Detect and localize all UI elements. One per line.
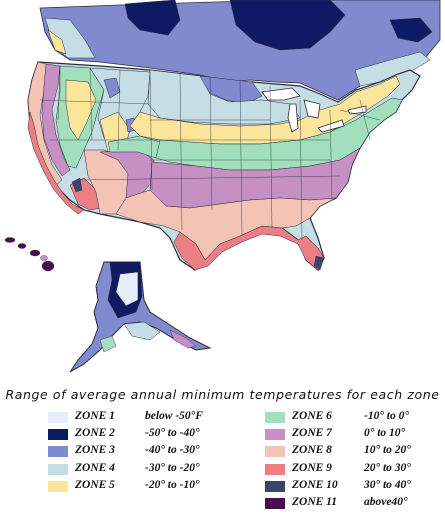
zone-2-label: ZONE 2 (75, 427, 115, 440)
zone-1-label: ZONE 1 (75, 410, 115, 422)
lake-superior (261, 87, 301, 101)
zone-8-swatch (265, 446, 285, 458)
contiguous-us (27, 61, 421, 271)
zone-2-range: -50° to -40° (145, 427, 200, 440)
zone-9-range: 20° to 30° (364, 461, 411, 474)
legend-caption: Range of average annual minimum temperat… (5, 387, 440, 402)
zone-8-range: 10° to 20° (364, 444, 411, 457)
alaska-region (69, 261, 212, 373)
canada-zone4-east (354, 51, 431, 87)
zone-7-range: 0° to 10° (364, 427, 406, 440)
lake-michigan (287, 103, 299, 133)
zone-7-swatch (265, 429, 285, 441)
zone-6-swatch (265, 412, 285, 423)
hawaii-islands (4, 237, 55, 272)
hawaii-island-2 (17, 243, 27, 249)
zone-1-range: below -50°F (145, 410, 203, 422)
zone-10-range: 30° to 40° (364, 478, 411, 491)
alaska-zone1 (115, 271, 139, 307)
canada-zone2 (124, 0, 181, 36)
lake-ontario (347, 105, 367, 115)
alaska-zone6-coast (99, 335, 117, 353)
state-boundaries (39, 65, 381, 241)
lake-huron (303, 99, 321, 119)
great-basin-zone5 (65, 79, 97, 141)
alaska-panhandle-zone7 (169, 329, 197, 349)
hawaii-island-4 (40, 255, 48, 261)
alaska-zone4 (123, 321, 161, 341)
zone-11-label: ZONE 11 (292, 495, 338, 508)
hardiness-zone-map (4, 0, 441, 373)
zone-4-swatch (48, 463, 68, 475)
zone-8-label: ZONE 8 (292, 444, 332, 457)
hawaii-island-5 (41, 260, 55, 272)
hawaii-island-3 (29, 249, 41, 257)
zone-3-swatch (48, 446, 68, 458)
canada-zone2-east (389, 17, 433, 43)
zone-5-swatch (48, 480, 68, 492)
zone-4-label: ZONE 4 (75, 461, 115, 474)
west-zone7 (41, 63, 71, 177)
canada-region (39, 0, 441, 101)
zone-4-range: -30° to -20° (145, 461, 200, 474)
zone-11-swatch (265, 497, 285, 509)
rockies-zone3 (103, 77, 121, 99)
zone-9-label: ZONE 9 (292, 461, 332, 474)
zone-5-range: -20° to -10° (145, 478, 200, 491)
canada-zone2-north (229, 0, 346, 51)
zone-7-label: ZONE 7 (292, 427, 332, 440)
gulf-zone9 (173, 225, 325, 271)
lake-erie (317, 119, 345, 133)
zone-9-swatch (265, 463, 285, 475)
canada-zone5-west (47, 29, 67, 55)
zone-3-range: -40° to -30° (145, 444, 200, 457)
zone-6-label: ZONE 6 (292, 410, 332, 422)
hawaii-island-1 (4, 237, 16, 243)
west-coast-zone9 (27, 111, 85, 215)
zone-1-swatch (48, 412, 68, 423)
zone-10-label: ZONE 10 (292, 478, 338, 491)
zone-3-label: ZONE 3 (75, 444, 115, 457)
zone-11-range: above40° (364, 495, 408, 508)
south-zone8 (115, 189, 337, 261)
florida-zone10 (313, 255, 325, 271)
zone-5-label: ZONE 5 (75, 478, 115, 491)
zone-2-swatch (48, 429, 68, 441)
zone-6-range: -10° to 0° (364, 410, 409, 422)
southwest-zone10 (71, 177, 83, 193)
zone-10-swatch (265, 480, 285, 492)
